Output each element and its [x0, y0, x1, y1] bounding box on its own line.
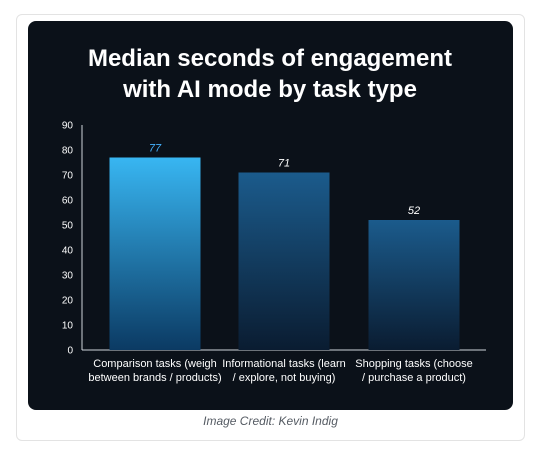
y-tick-label: 60	[62, 196, 74, 207]
bar-2	[238, 172, 330, 350]
y-tick-label: 90	[62, 121, 74, 132]
x-category-label-1: Comparison tasks (weigh	[93, 358, 217, 370]
x-category-label-3: / purchase a product)	[362, 372, 466, 384]
bar-value-label-1: 77	[149, 143, 162, 155]
x-category-label-1: between brands / products)	[88, 372, 221, 384]
y-tick-label: 0	[67, 346, 73, 357]
y-tick-label: 80	[62, 146, 74, 157]
x-category-label-2: Informational tasks (learn	[222, 358, 346, 370]
x-category-label-3: Shopping tasks (choose	[355, 358, 472, 370]
y-tick-label: 50	[62, 221, 74, 232]
bar-1	[109, 157, 201, 350]
bar-value-label-2: 71	[278, 158, 290, 170]
y-tick-label: 70	[62, 171, 74, 182]
y-tick-label: 40	[62, 246, 74, 257]
y-tick-label: 10	[62, 321, 74, 332]
chart-title-line-2: with AI mode by task type	[122, 76, 417, 103]
bar-value-label-3: 52	[408, 205, 420, 217]
x-category-label-2: / explore, not buying)	[233, 372, 336, 384]
y-tick-label: 20	[62, 296, 74, 307]
chart-title-line-1: Median seconds of engagement	[88, 45, 452, 72]
image-credit: Image Credit: Kevin Indig	[203, 414, 338, 428]
y-tick-label: 30	[62, 271, 74, 282]
bar-3	[368, 220, 460, 350]
